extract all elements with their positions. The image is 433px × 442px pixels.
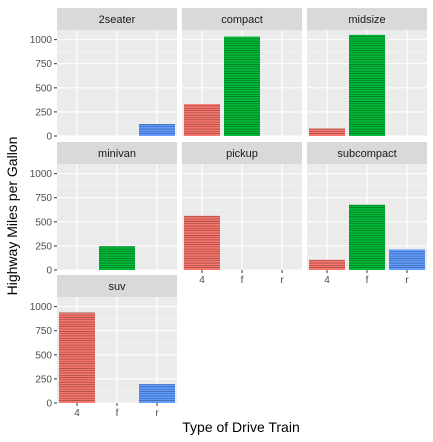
bar-midsize-f [349,34,385,137]
facet-strip-label-minivan: minivan [98,148,136,160]
x-tick-label: r [155,408,159,419]
facet-strip-label-suv: suv [108,281,126,293]
x-tick-label: 4 [199,275,205,286]
facet-strip-label-compact: compact [221,14,263,26]
y-tick-label: 1000 [30,35,53,46]
y-tick-label: 750 [35,193,52,204]
bar-compact-4 [184,104,220,136]
facet-strip-suv [57,275,177,297]
bar-subcompact-r [389,249,425,270]
facet-strip-midsize [307,8,427,30]
y-tick-label: 250 [35,374,52,385]
y-tick-label: 250 [35,241,52,252]
x-axis-title: Type of Drive Train [182,419,300,435]
y-tick-label: 500 [35,217,52,228]
y-tick-label: 1000 [30,169,53,180]
y-tick-label: 250 [35,107,52,118]
x-tick-label: r [405,275,409,286]
bar-compact-f [224,36,260,136]
y-tick-label: 750 [35,59,52,70]
facet-strip-2seater [57,8,177,30]
bar-suv-r [139,384,175,403]
bar-subcompact-4 [309,259,345,270]
x-tick-label: f [366,275,369,286]
x-tick-label: 4 [74,408,80,419]
bar-2seater-r [139,124,175,136]
y-tick-label: 500 [35,83,52,94]
y-axis-title: Highway Miles per Gallon [4,137,20,296]
y-tick-label: 500 [35,350,52,361]
facet-strip-subcompact [307,142,427,164]
y-tick-label: 1000 [30,302,53,313]
x-tick-label: f [241,275,244,286]
bar-suv-4 [59,312,95,403]
facet-strip-label-midsize: midsize [348,14,385,26]
facet-strip-compact [182,8,302,30]
y-tick-label: 0 [46,266,52,277]
facet-strip-pickup [182,142,302,164]
x-tick-label: r [280,275,284,286]
facet-strip-label-2seater: 2seater [99,14,136,26]
y-tick-label: 750 [35,326,52,337]
bar-subcompact-f [349,204,385,270]
y-tick-label: 0 [46,132,52,143]
bar-minivan-f [99,246,135,270]
bar-pickup-4 [184,215,220,270]
y-tick-label: 0 [46,399,52,410]
facet-strip-label-subcompact: subcompact [337,148,396,160]
facet-strip-label-pickup: pickup [226,148,258,160]
x-tick-label: f [116,408,119,419]
facet-strip-minivan [57,142,177,164]
bar-midsize-4 [309,128,345,136]
x-tick-label: 4 [324,275,330,286]
